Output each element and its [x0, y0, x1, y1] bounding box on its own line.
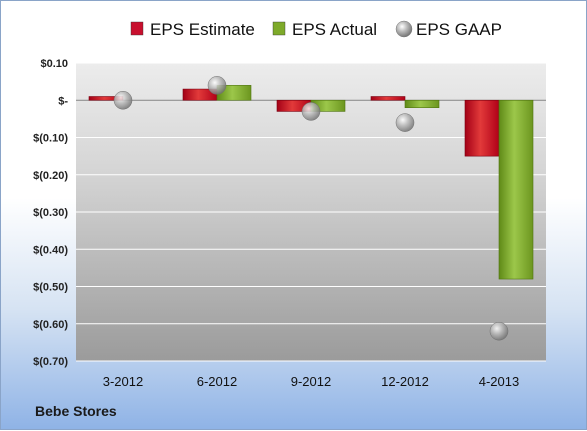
y-tick-label: $(0.50) [33, 282, 68, 294]
eps-actual-bar [498, 99, 534, 280]
legend-label: EPS GAAP [416, 20, 502, 39]
legend-label: EPS Actual [292, 20, 377, 39]
green-bar-icon [272, 21, 286, 36]
y-tick-label: $(0.20) [33, 170, 68, 182]
eps-estimate-bar [370, 96, 406, 101]
eps-gaap-point [395, 113, 415, 132]
y-tick-label: $(0.40) [33, 244, 68, 256]
company-name: Bebe Stores [35, 403, 117, 419]
bars [88, 85, 534, 280]
eps-gaap-point [113, 91, 133, 110]
eps-gaap-point [489, 321, 509, 341]
x-axis: 3-2012 6-2012 9-2012 12-2012 4-2013 [103, 374, 519, 389]
eps-gaap-point [207, 76, 227, 95]
x-tick-label: 6-2012 [197, 374, 237, 389]
x-tick-label: 3-2012 [103, 374, 143, 389]
x-tick-label: 4-2013 [479, 374, 519, 389]
eps-actual-bar [404, 99, 440, 108]
legend-label: EPS Estimate [150, 20, 255, 39]
eps-estimate-bar [464, 99, 500, 157]
gaap-points [113, 76, 509, 341]
y-tick-label: $(0.70) [33, 356, 68, 368]
x-tick-label: 12-2012 [381, 374, 429, 389]
eps-gaap-point [301, 102, 321, 121]
y-tick-label: $(0.60) [33, 319, 68, 331]
y-tick-label: $0.10 [40, 58, 68, 70]
gray-circle-icon [395, 20, 413, 38]
y-axis: $0.10 $- $(0.10) $(0.20) $(0.30) $(0.40) $(0.5… [33, 58, 68, 368]
red-bar-icon [130, 21, 144, 36]
legend: EPS Estimate EPS Actual EPS GAAP [130, 20, 502, 39]
y-tick-label: $- [58, 95, 68, 107]
y-tick-label: $(0.10) [33, 133, 68, 145]
x-tick-label: 9-2012 [291, 374, 331, 389]
y-tick-label: $(0.30) [33, 207, 68, 219]
